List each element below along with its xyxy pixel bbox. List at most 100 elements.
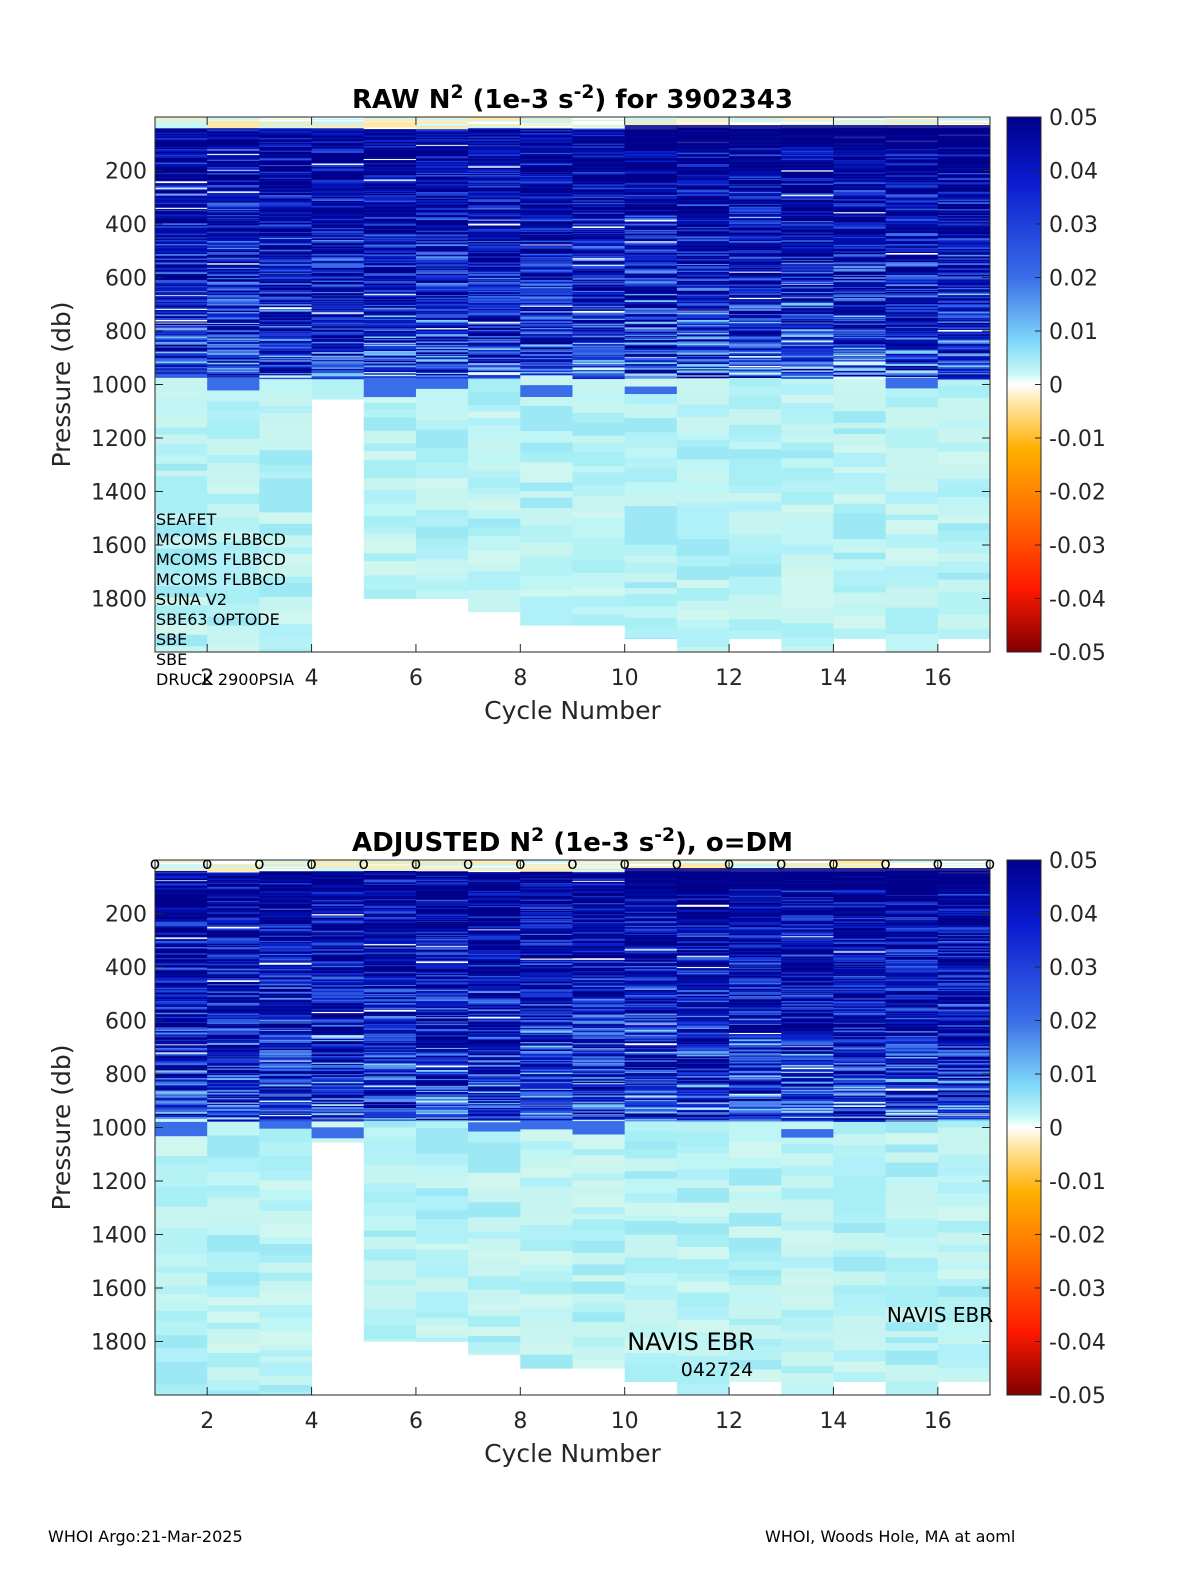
heatmap-cell: [468, 233, 521, 236]
heatmap-cell: [207, 917, 260, 920]
heatmap-cell: [885, 397, 939, 408]
heatmap-cell: [572, 124, 626, 127]
heatmap-cell: [363, 294, 417, 297]
heatmap-cell: [311, 907, 365, 909]
heatmap-cell: [624, 236, 678, 238]
heatmap-cell: [624, 386, 678, 395]
heatmap-cell: [259, 1281, 313, 1292]
heatmap-cell: [937, 225, 991, 227]
heatmap-cell: [259, 393, 313, 407]
heatmap-cell: [259, 1057, 313, 1059]
heatmap-cell: [259, 648, 313, 653]
heatmap-cell: [781, 279, 834, 281]
heatmap-cell: [676, 147, 730, 149]
heatmap-cell: [363, 311, 417, 313]
heatmap-cell: [311, 236, 365, 239]
heatmap-cell: [781, 176, 834, 179]
heatmap-cell: [415, 133, 469, 136]
heatmap-cell: [833, 328, 887, 331]
heatmap-cell: [937, 179, 991, 182]
heatmap-cell: [676, 273, 730, 276]
heatmap-cell: [624, 275, 678, 277]
heatmap-cell: [937, 530, 991, 543]
heatmap-cell: [885, 252, 939, 256]
heatmap-cell: [729, 173, 782, 175]
heatmap-cell: [520, 158, 573, 161]
heatmap-cell: [520, 542, 573, 558]
heatmap-cell: [259, 1058, 313, 1061]
heatmap-cell: [676, 359, 730, 361]
heatmap-cell: [781, 186, 834, 188]
heatmap-cell: [520, 237, 573, 240]
heatmap-cell: [624, 325, 678, 328]
heatmap-cell: [155, 299, 208, 302]
heatmap-cell: [259, 197, 313, 200]
heatmap-cell: [468, 377, 521, 380]
heatmap-cell: [311, 1017, 365, 1020]
heatmap-cell: [311, 951, 365, 954]
heatmap-cell: [155, 345, 208, 348]
heatmap-cell: [311, 132, 365, 135]
heatmap-cell: [468, 417, 521, 426]
heatmap-cell: [259, 200, 313, 203]
heatmap-cell: [207, 247, 260, 250]
heatmap-cell: [311, 965, 365, 967]
heatmap-cell: [155, 956, 208, 958]
heatmap-cell: [781, 162, 834, 165]
heatmap-cell: [729, 266, 782, 269]
heatmap-cell: [572, 225, 626, 227]
heatmap-cell: [676, 579, 730, 589]
heatmap-cell: [729, 332, 782, 335]
heatmap-cell: [259, 218, 313, 220]
heatmap-cell: [363, 270, 417, 273]
heatmap-cell: [415, 255, 469, 257]
heatmap-cell: [311, 906, 365, 908]
heatmap-cell: [729, 564, 782, 578]
heatmap-cell: [676, 158, 730, 161]
heatmap-cell: [520, 154, 573, 156]
heatmap-cell: [415, 237, 469, 239]
heatmap-cell: [311, 906, 365, 908]
heatmap-cell: [155, 196, 208, 198]
heatmap-cell: [781, 200, 834, 203]
heatmap-cell: [311, 303, 365, 305]
heatmap-cell: [207, 921, 260, 924]
heatmap-cell: [415, 190, 469, 192]
heatmap-cell: [624, 294, 678, 296]
heatmap-cell: [311, 938, 365, 941]
heatmap-cell: [363, 119, 417, 121]
heatmap-cell: [729, 161, 782, 163]
heatmap-cell: [624, 196, 678, 199]
heatmap-cell: [572, 189, 626, 191]
heatmap-cell: [781, 278, 834, 281]
heatmap-cell: [520, 234, 573, 236]
heatmap-cell: [311, 192, 365, 194]
heatmap-cell: [520, 491, 573, 499]
heatmap-cell: [781, 156, 834, 159]
heatmap-cell: [415, 218, 469, 220]
heatmap-cell: [520, 363, 573, 365]
heatmap-cell: [572, 230, 626, 232]
heatmap-cell: [572, 342, 626, 345]
heatmap-cell: [572, 194, 626, 196]
heatmap-cell: [520, 278, 573, 281]
heatmap-cell: [676, 161, 730, 163]
heatmap-cell: [885, 226, 939, 229]
heatmap-cell: [311, 359, 365, 361]
heatmap-cell: [155, 223, 208, 226]
heatmap-cell: [676, 335, 730, 337]
heatmap-cell: [468, 326, 521, 328]
heatmap-cell: [468, 203, 521, 206]
heatmap-cell: [155, 1174, 208, 1187]
heatmap-cell: [363, 136, 417, 138]
heatmap-cell: [155, 894, 208, 897]
heatmap-cell: [885, 312, 939, 315]
heatmap-cell: [468, 392, 521, 406]
heatmap-cell: [833, 244, 887, 246]
heatmap-cell: [155, 308, 208, 311]
heatmap-cell: [937, 169, 991, 172]
heatmap-cell: [885, 447, 939, 462]
heatmap-cell: [259, 171, 313, 174]
heatmap-cell: [885, 240, 939, 242]
heatmap-cell: [468, 285, 521, 288]
